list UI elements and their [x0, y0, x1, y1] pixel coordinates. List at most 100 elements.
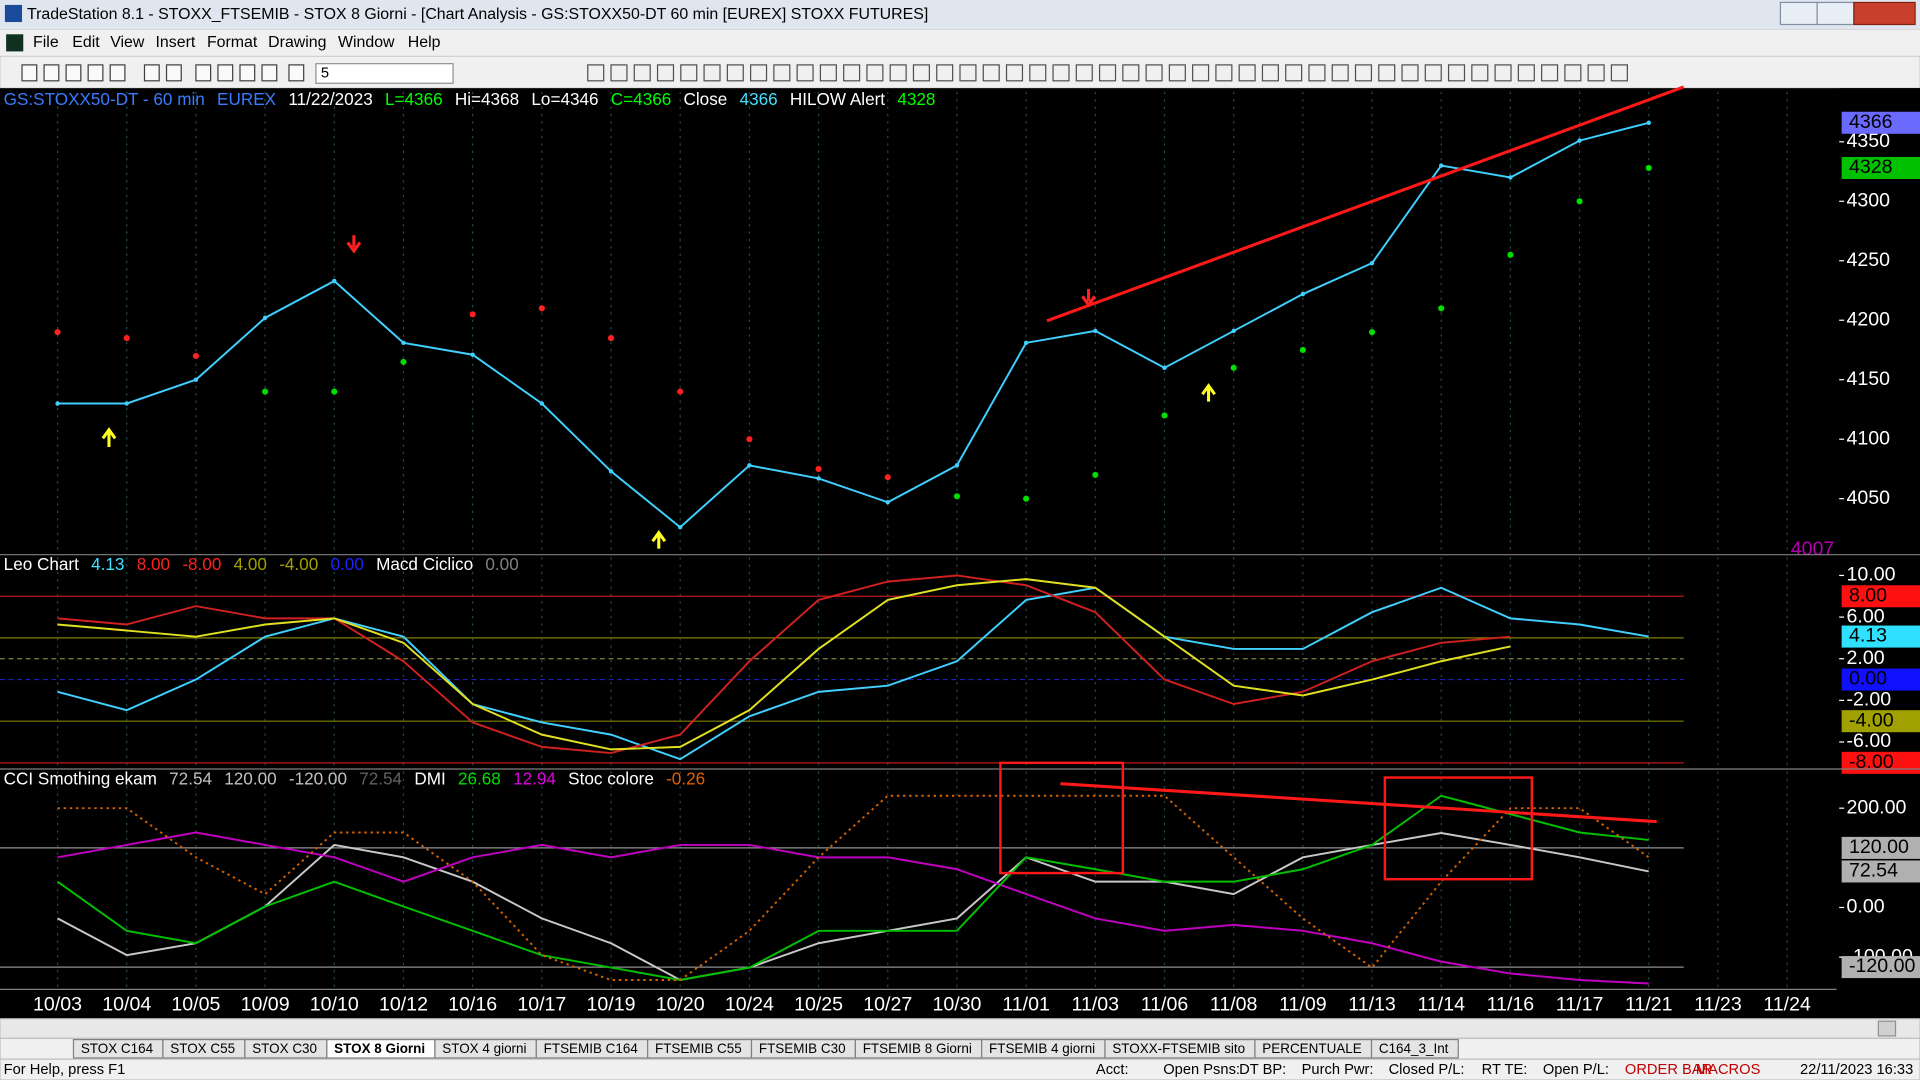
indicator-dot: [262, 388, 269, 395]
value-marker-label: 0.00: [1849, 668, 1887, 690]
scroll-thumb[interactable]: [1877, 1020, 1897, 1037]
legend-text: 4366: [740, 89, 778, 109]
tool-icon: [1517, 64, 1535, 82]
indicator-dot: [1023, 495, 1030, 502]
value-marker-label: 4007: [1791, 538, 1835, 560]
status-text: MACROS: [1696, 1062, 1761, 1078]
value-marker-label: 72.54: [1849, 860, 1898, 882]
tool-icon: [703, 64, 721, 82]
menu-item[interactable]: File: [33, 34, 59, 51]
value-marker-label: -8.00: [1849, 751, 1894, 773]
value-marker-box: [1841, 668, 1920, 691]
tab[interactable]: STOX 8 Giorni: [326, 1038, 436, 1059]
price-dot: [1231, 328, 1236, 334]
indicator-dot: [331, 388, 338, 395]
tool-icon: [1261, 64, 1279, 82]
menu-item[interactable]: Drawing: [268, 34, 326, 51]
price-dot: [954, 463, 960, 468]
y-tick-label: 4300: [1847, 189, 1891, 211]
tool-icon: [656, 64, 675, 82]
price-dot: [678, 525, 683, 530]
tab[interactable]: STOX C30: [244, 1038, 328, 1059]
tool-icon: [889, 64, 907, 82]
tool-icon: [1029, 64, 1047, 82]
tool-icon: [819, 64, 837, 82]
tab[interactable]: FTSEMIB C55: [647, 1038, 753, 1059]
tool-icon: [1494, 64, 1512, 82]
indicator-dot: [1299, 346, 1306, 354]
tab[interactable]: STOX C55: [162, 1038, 246, 1059]
x-tick-label: 10/24: [725, 993, 774, 1015]
close-button[interactable]: [1853, 1, 1916, 26]
tool-icon: [1215, 64, 1233, 82]
tab[interactable]: FTSEMIB 8 Giorni: [854, 1038, 983, 1059]
indicator-dot: [677, 388, 684, 395]
scroll-bar[interactable]: [0, 1018, 1920, 1039]
tool-icon: [1331, 64, 1349, 82]
x-tick-label: 10/09: [241, 993, 290, 1015]
x-tick-label: 10/30: [932, 993, 981, 1015]
value-marker-box: [1841, 585, 1920, 608]
minimize-button[interactable]: [1779, 1, 1818, 26]
tool-icon: [217, 64, 234, 82]
tab[interactable]: STOX C164: [72, 1038, 164, 1059]
value-marker-label: 4328: [1849, 156, 1893, 178]
indicator-dot: [1576, 198, 1583, 205]
tab[interactable]: FTSEMIB C164: [535, 1038, 649, 1059]
tool-icon: [65, 64, 82, 82]
tab[interactable]: FTSEMIB C30: [750, 1038, 856, 1059]
legend-text: 0.00: [485, 554, 518, 574]
sell-arrow: [346, 235, 362, 254]
price-dot: [885, 500, 890, 505]
series-line: [57, 831, 1649, 985]
tool-icon: [633, 64, 651, 82]
indicator-dot: [400, 358, 407, 365]
menu-item[interactable]: Window: [338, 34, 395, 51]
price-dot: [1577, 138, 1582, 143]
maximize-button[interactable]: [1816, 1, 1855, 26]
indicator-dot: [54, 329, 61, 336]
y-tick-label: 2.00: [1847, 647, 1885, 669]
status-text: Open Psns:: [1163, 1062, 1240, 1078]
buy-arrow: [651, 530, 667, 549]
legend-text: -0.26: [666, 769, 705, 789]
x-tick-label: 10/16: [448, 993, 497, 1015]
tool-icon: [1145, 64, 1163, 82]
tab[interactable]: C164_3_Int: [1370, 1038, 1459, 1059]
status-text: DT BP:: [1239, 1062, 1286, 1078]
menu-item[interactable]: Help: [408, 34, 441, 51]
legend-text: -4.00: [279, 554, 318, 574]
tab-label: STOX C164: [81, 1041, 154, 1056]
menu-item[interactable]: View: [110, 34, 145, 51]
tab[interactable]: FTSEMIB 4 giorni: [981, 1038, 1106, 1059]
menu-item[interactable]: Format: [207, 34, 258, 51]
tool-icon: [109, 64, 126, 82]
tool-icon: [1075, 64, 1093, 82]
legend-text: GS:STOXX50-DT - 60 min: [4, 89, 205, 109]
interval-combo[interactable]: [315, 63, 454, 84]
indicator-dot: [123, 335, 130, 342]
price-dot: [262, 315, 268, 321]
legend-text: CCI Smothing ekam: [4, 769, 157, 789]
legend-text: C=4366: [611, 89, 671, 109]
tool-icon: [680, 64, 698, 82]
price-dot: [608, 469, 614, 474]
value-marker-label: 120.00: [1849, 836, 1909, 858]
menu-item[interactable]: Edit: [72, 34, 100, 51]
x-tick-label: 10/17: [517, 993, 566, 1015]
tab[interactable]: PERCENTUALE: [1254, 1038, 1373, 1059]
y-tick-label: -2.00: [1847, 689, 1892, 711]
interval-value: 5: [321, 65, 329, 81]
tool-icon: [1052, 64, 1070, 82]
tab[interactable]: STOX 4 giorni: [434, 1038, 537, 1059]
tab[interactable]: STOXX-FTSEMIB sito: [1104, 1038, 1256, 1059]
price-dot: [332, 278, 337, 284]
indicator-dot: [1230, 364, 1237, 371]
tool-icon: [1424, 64, 1442, 82]
value-marker-label: 8.00: [1849, 584, 1887, 606]
x-tick-label: 10/04: [102, 993, 151, 1015]
price-dot: [747, 463, 752, 468]
indicator-dot: [469, 311, 476, 318]
y-tick-label: 4050: [1847, 487, 1891, 509]
menu-item[interactable]: Insert: [156, 34, 196, 51]
